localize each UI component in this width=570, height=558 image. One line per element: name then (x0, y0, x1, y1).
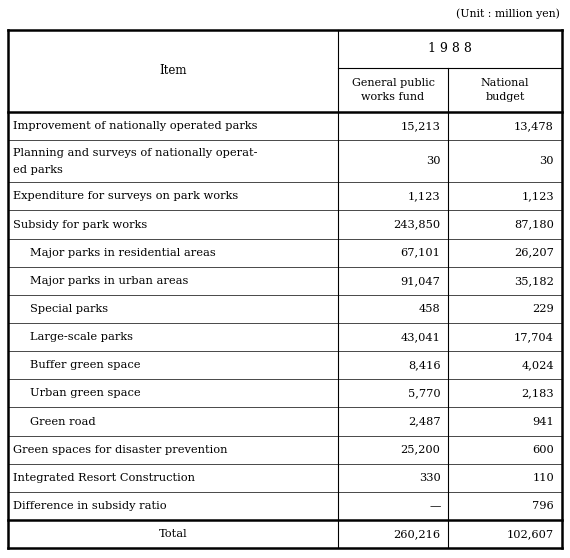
Text: Special parks: Special parks (30, 304, 108, 314)
Text: 87,180: 87,180 (514, 219, 554, 229)
Text: budget: budget (486, 92, 525, 102)
Text: works fund: works fund (361, 92, 425, 102)
Text: 8,416: 8,416 (408, 360, 441, 371)
Text: 260,216: 260,216 (393, 529, 441, 539)
Text: 4,024: 4,024 (522, 360, 554, 371)
Text: 1,123: 1,123 (408, 191, 441, 201)
Text: 2,487: 2,487 (408, 416, 441, 426)
Text: Urban green space: Urban green space (30, 388, 141, 398)
Text: 5,770: 5,770 (408, 388, 441, 398)
Text: Planning and surveys of nationally operat-: Planning and surveys of nationally opera… (13, 148, 258, 158)
Text: 91,047: 91,047 (401, 276, 441, 286)
Text: Green spaces for disaster prevention: Green spaces for disaster prevention (13, 445, 227, 455)
Text: 243,850: 243,850 (393, 219, 441, 229)
Text: Improvement of nationally operated parks: Improvement of nationally operated parks (13, 121, 258, 131)
Text: 458: 458 (419, 304, 441, 314)
Text: —: — (429, 501, 441, 511)
Text: Green road: Green road (30, 416, 96, 426)
Text: Large-scale parks: Large-scale parks (30, 332, 133, 342)
Text: (Unit : million yen): (Unit : million yen) (456, 9, 560, 20)
Text: 17,704: 17,704 (514, 332, 554, 342)
Text: 13,478: 13,478 (514, 121, 554, 131)
Text: 30: 30 (539, 156, 554, 166)
Text: Item: Item (159, 65, 186, 78)
Text: Difference in subsidy ratio: Difference in subsidy ratio (13, 501, 166, 511)
Text: 30: 30 (426, 156, 441, 166)
Text: Subsidy for park works: Subsidy for park works (13, 219, 147, 229)
Text: Integrated Resort Construction: Integrated Resort Construction (13, 473, 195, 483)
Text: 102,607: 102,607 (507, 529, 554, 539)
Text: 67,101: 67,101 (401, 248, 441, 258)
Text: Buffer green space: Buffer green space (30, 360, 140, 371)
Text: Major parks in residential areas: Major parks in residential areas (30, 248, 216, 258)
Text: 110: 110 (532, 473, 554, 483)
Text: 15,213: 15,213 (401, 121, 441, 131)
Text: 2,183: 2,183 (522, 388, 554, 398)
Text: 1,123: 1,123 (522, 191, 554, 201)
Text: 43,041: 43,041 (401, 332, 441, 342)
Text: 941: 941 (532, 416, 554, 426)
Text: 229: 229 (532, 304, 554, 314)
Text: 35,182: 35,182 (514, 276, 554, 286)
Text: Major parks in urban areas: Major parks in urban areas (30, 276, 188, 286)
Text: 1 9 8 8: 1 9 8 8 (428, 42, 472, 55)
Text: ed parks: ed parks (13, 165, 63, 175)
Text: 25,200: 25,200 (401, 445, 441, 455)
Text: 26,207: 26,207 (514, 248, 554, 258)
Text: Expenditure for surveys on park works: Expenditure for surveys on park works (13, 191, 238, 201)
Text: General public: General public (352, 78, 434, 88)
Text: 330: 330 (419, 473, 441, 483)
Text: National: National (481, 78, 530, 88)
Text: Total: Total (158, 529, 187, 539)
Text: 796: 796 (532, 501, 554, 511)
Text: 600: 600 (532, 445, 554, 455)
